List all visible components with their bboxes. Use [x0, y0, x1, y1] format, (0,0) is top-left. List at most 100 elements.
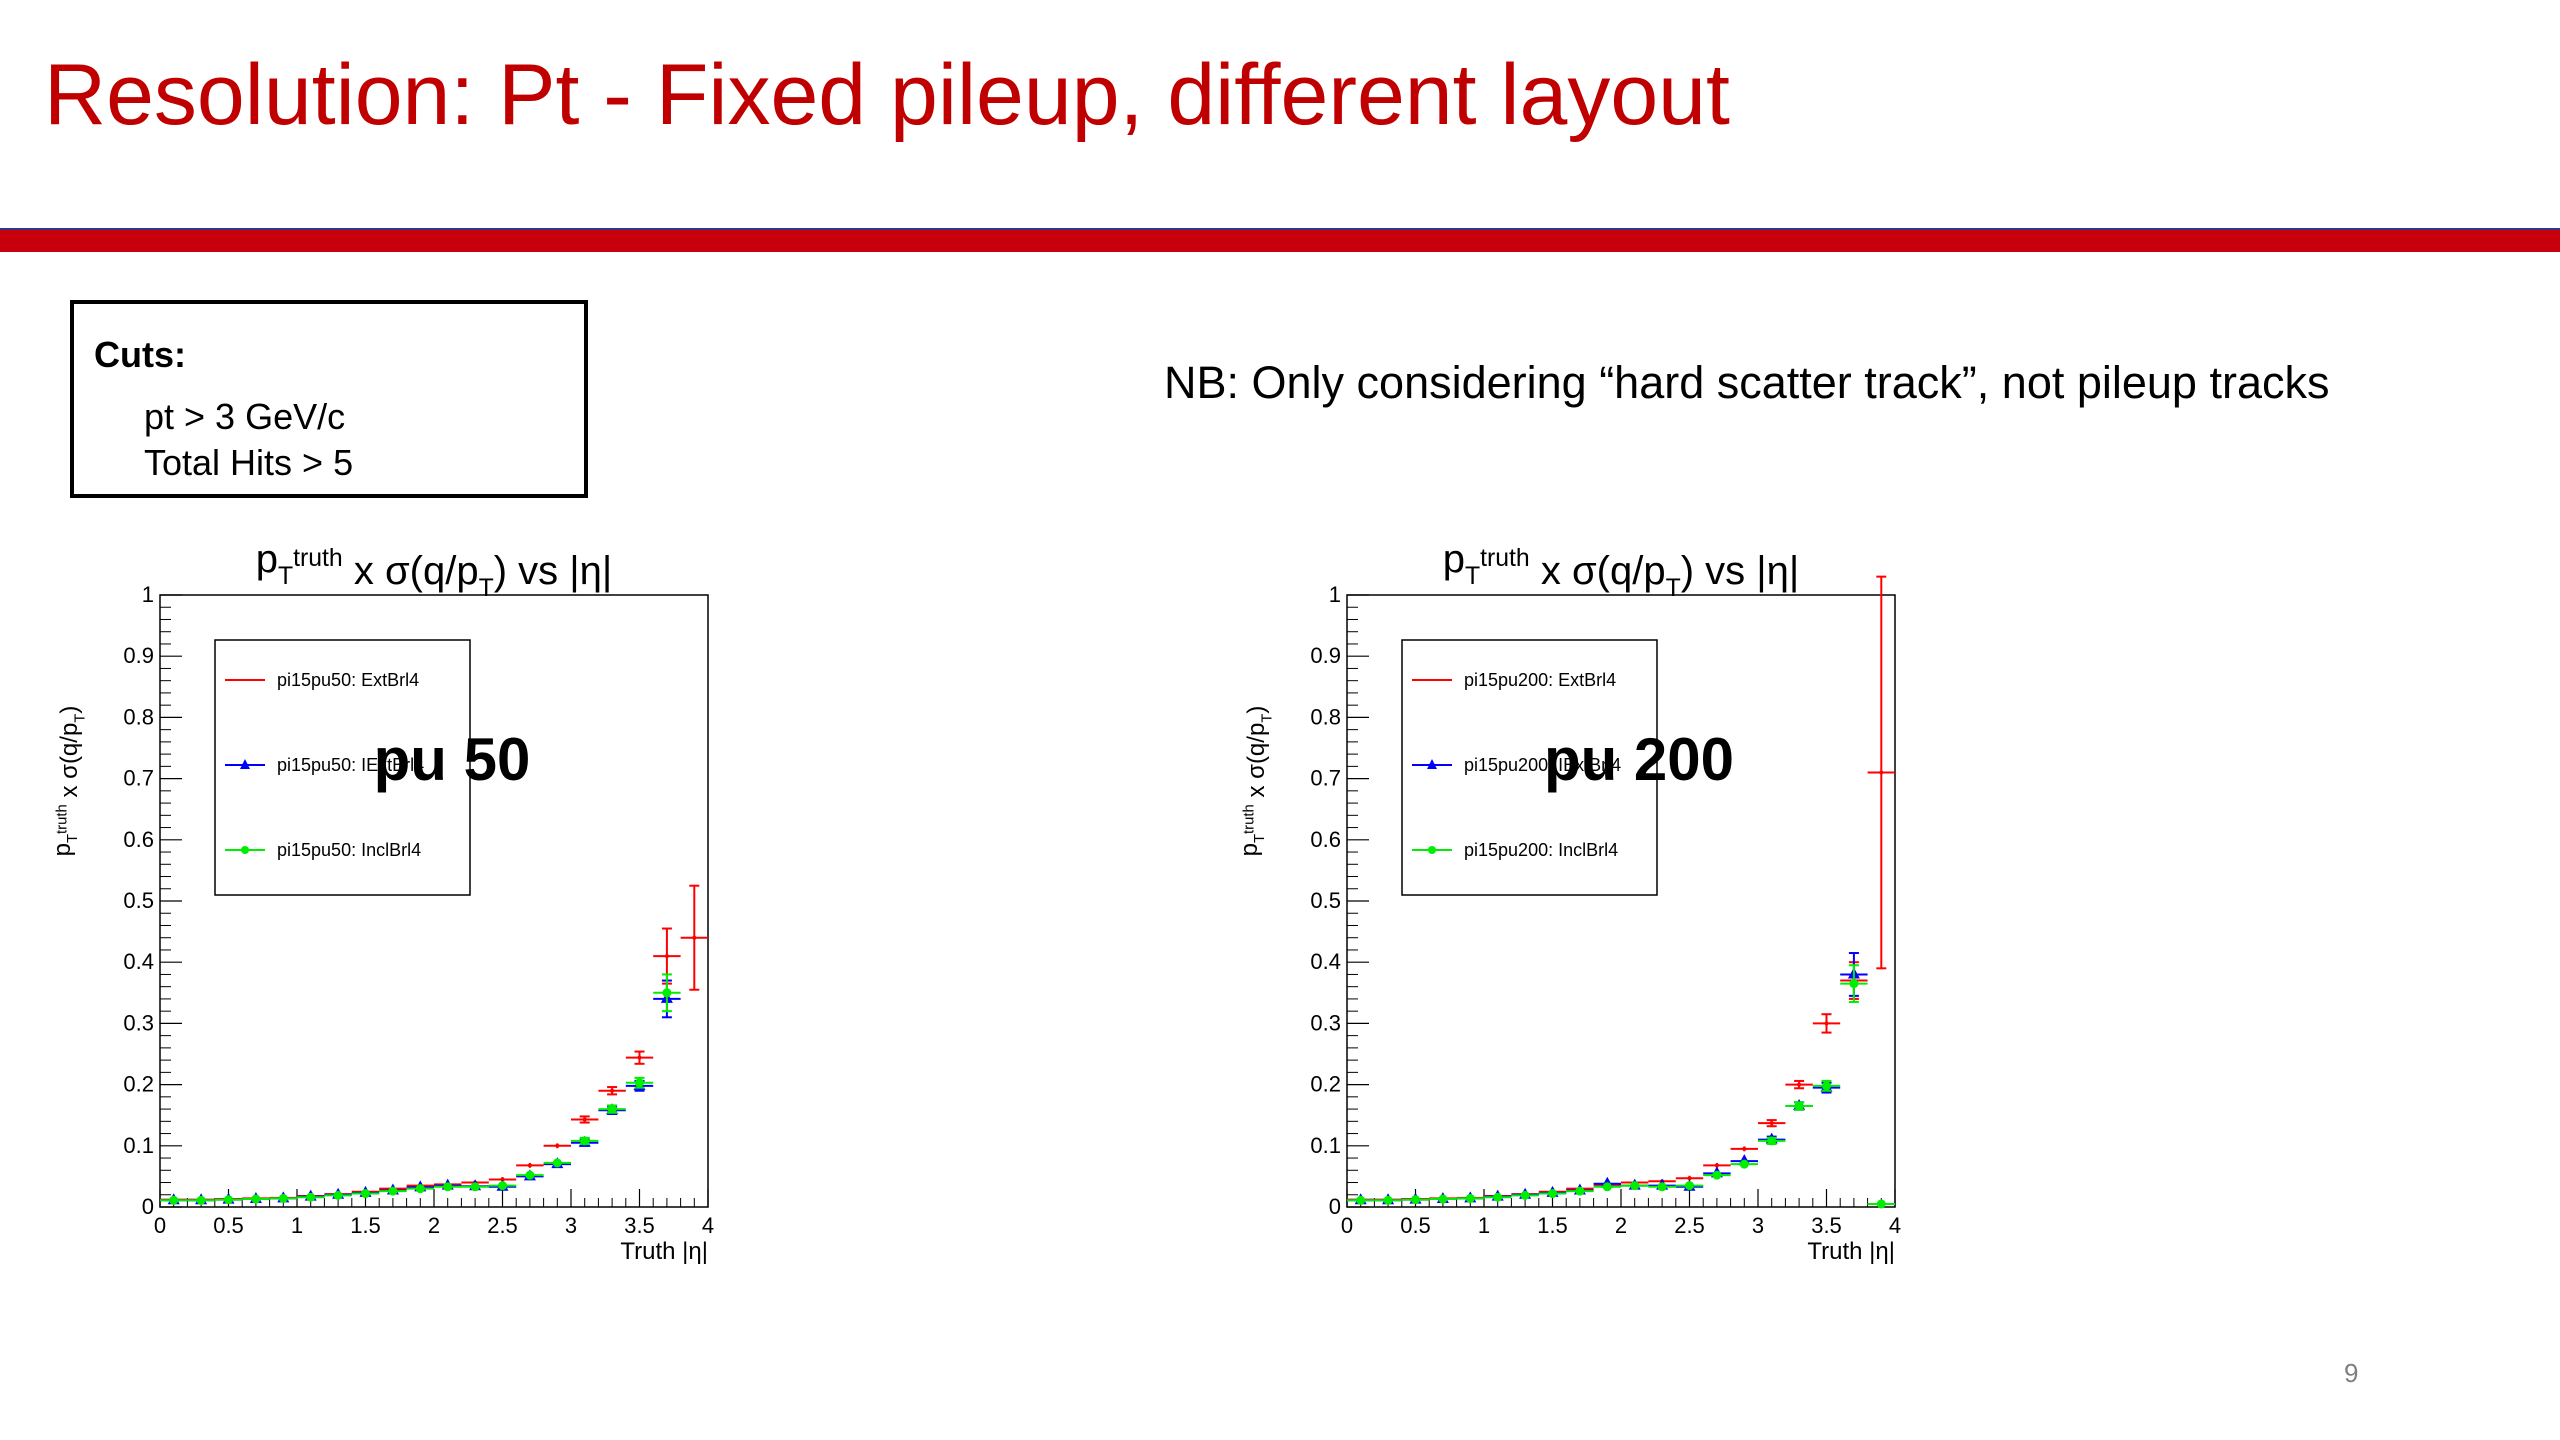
- y-tick-label: 0.7: [1310, 766, 1341, 791]
- legend-swatch-marker: [241, 846, 249, 854]
- data-point-marker: [1575, 1186, 1585, 1196]
- x-tick-label: 1: [1478, 1213, 1490, 1238]
- y-tick-label: 0.5: [123, 888, 154, 913]
- legend-entry-label: pi15pu200: ExtBrl4: [1464, 670, 1616, 690]
- y-tick-label: 0.2: [123, 1072, 154, 1097]
- y-tick-label: 0.4: [123, 949, 154, 974]
- data-point-marker: [525, 1170, 535, 1180]
- cut-total-hits: Total Hits > 5: [144, 442, 354, 483]
- data-point-marker: [1822, 1081, 1831, 1091]
- data-point-marker: [278, 1193, 288, 1203]
- data-point-marker: [1630, 1181, 1640, 1191]
- data-point-marker: [306, 1192, 316, 1202]
- data-point-marker: [1685, 1181, 1694, 1191]
- data-point-marker: [1383, 1195, 1393, 1205]
- x-tick-label: 4: [1889, 1213, 1901, 1238]
- series-1: [160, 979, 681, 1205]
- data-point-marker: [635, 1078, 644, 1088]
- series-0: [160, 884, 708, 1202]
- nb-note: NB: Only considering “hard scatter track…: [1164, 357, 2330, 408]
- cuts-box: Cuts: pt > 3 GeV/c Total Hits > 5: [70, 300, 588, 498]
- x-tick-label: 3: [565, 1213, 577, 1238]
- cuts-title: Cuts:: [94, 334, 186, 375]
- data-point-marker: [552, 1158, 562, 1168]
- data-point-marker: [415, 1184, 425, 1194]
- data-point-marker: [1876, 1199, 1886, 1209]
- plot-annotation: pu 200: [1544, 726, 1734, 793]
- y-tick-label: 0.2: [1310, 1072, 1341, 1097]
- legend-entry-label: pi15pu50: InclBrl4: [277, 840, 421, 860]
- data-point-marker: [607, 1104, 617, 1114]
- y-axis-label: pTtruth x σ(q/pT): [1236, 706, 1275, 857]
- data-point-marker: [1687, 1176, 1692, 1181]
- y-tick-label: 1: [1329, 582, 1341, 607]
- x-tick-label: 0: [1341, 1213, 1353, 1238]
- title-rule: [0, 228, 2560, 252]
- x-tick-label: 3.5: [1811, 1213, 1842, 1238]
- data-point-marker: [1465, 1193, 1475, 1203]
- data-point-marker: [1657, 1182, 1667, 1192]
- x-tick-label: 3: [1752, 1213, 1764, 1238]
- page-number: 9: [2344, 1358, 2359, 1388]
- y-tick-label: 0.8: [123, 704, 154, 729]
- data-point-marker: [1602, 1182, 1612, 1192]
- data-point-marker: [1548, 1189, 1557, 1199]
- data-point-marker: [1824, 1021, 1829, 1026]
- data-point-marker: [527, 1163, 532, 1168]
- data-point-marker: [610, 1088, 615, 1093]
- data-point-marker: [580, 1136, 590, 1146]
- legend-swatch-marker: [240, 759, 250, 769]
- x-tick-label: 1.5: [1537, 1213, 1568, 1238]
- data-point-marker: [1411, 1195, 1420, 1205]
- data-point-marker: [1742, 1146, 1747, 1151]
- data-point-marker: [582, 1117, 587, 1122]
- data-point-marker: [662, 988, 672, 998]
- data-point-marker: [555, 1143, 560, 1148]
- data-point-marker: [1849, 979, 1859, 989]
- y-tick-label: 0.8: [1310, 704, 1341, 729]
- data-point-marker: [1794, 1101, 1804, 1111]
- y-tick-label: 0.1: [1310, 1133, 1341, 1158]
- data-point-marker: [196, 1195, 206, 1205]
- x-tick-label: 0.5: [1400, 1213, 1431, 1238]
- data-point-marker: [224, 1195, 233, 1205]
- plot-pu50: pTtruth x σ(q/pT) vs |η| 0 0.1 0.2 0.3 0.4 0.5…: [49, 537, 714, 1265]
- data-point-marker: [1767, 1136, 1777, 1146]
- legend-box: [1401, 639, 1658, 896]
- data-point-marker: [443, 1182, 453, 1192]
- plot-annotation: pu 50: [374, 726, 531, 793]
- y-tick-label: 0.1: [123, 1133, 154, 1158]
- plot-title: pTtruth x σ(q/pT) vs |η|: [1443, 537, 1800, 602]
- data-point-marker: [1438, 1194, 1448, 1204]
- y-tick-label: 0.4: [1310, 949, 1341, 974]
- legend-box: [214, 639, 471, 896]
- data-point-marker: [361, 1189, 370, 1199]
- legend-entry-label: pi15pu50: ExtBrl4: [277, 670, 419, 690]
- x-tick-label: 2: [1615, 1213, 1627, 1238]
- legend-swatch-marker: [1427, 759, 1437, 769]
- y-tick-label: 0.6: [1310, 827, 1341, 852]
- data-point-marker: [1797, 1082, 1802, 1087]
- data-point-marker: [1520, 1190, 1530, 1200]
- x-tick-label: 2.5: [487, 1213, 518, 1238]
- legend: pi15pu200: ExtBrl4 pi15pu200: IExtBrl4 pi1…: [1401, 639, 1658, 896]
- y-tick-label: 0.5: [1310, 888, 1341, 913]
- plot-pu200: pTtruth x σ(q/pT) vs |η| 0 0.1 0.2 0.3 0.4 0.5…: [1236, 537, 1901, 1265]
- data-point-marker: [1879, 770, 1884, 775]
- legend-entry-label: pi15pu50: IExtBrl4: [277, 755, 424, 775]
- data-point-marker: [692, 935, 697, 940]
- data-point-marker: [1712, 1170, 1722, 1180]
- data-point-marker: [637, 1055, 642, 1060]
- data-point-marker: [388, 1186, 398, 1196]
- y-tick-label: 0.6: [123, 827, 154, 852]
- data-point-marker: [498, 1181, 507, 1191]
- legend: pi15pu50: ExtBrl4 pi15pu50: IExtBrl4 pi15p…: [214, 639, 471, 896]
- legend-entry-label: pi15pu200: InclBrl4: [1464, 840, 1618, 860]
- series-2: [1347, 964, 1895, 1209]
- x-tick-label: 4: [702, 1213, 714, 1238]
- y-tick-label: 0.3: [123, 1010, 154, 1035]
- x-axis-label: Truth |η|: [1807, 1238, 1895, 1265]
- data-point-marker: [1714, 1163, 1719, 1168]
- y-axis-label: pTtruth x σ(q/pT): [49, 706, 88, 857]
- x-axis-label: Truth |η|: [620, 1238, 708, 1265]
